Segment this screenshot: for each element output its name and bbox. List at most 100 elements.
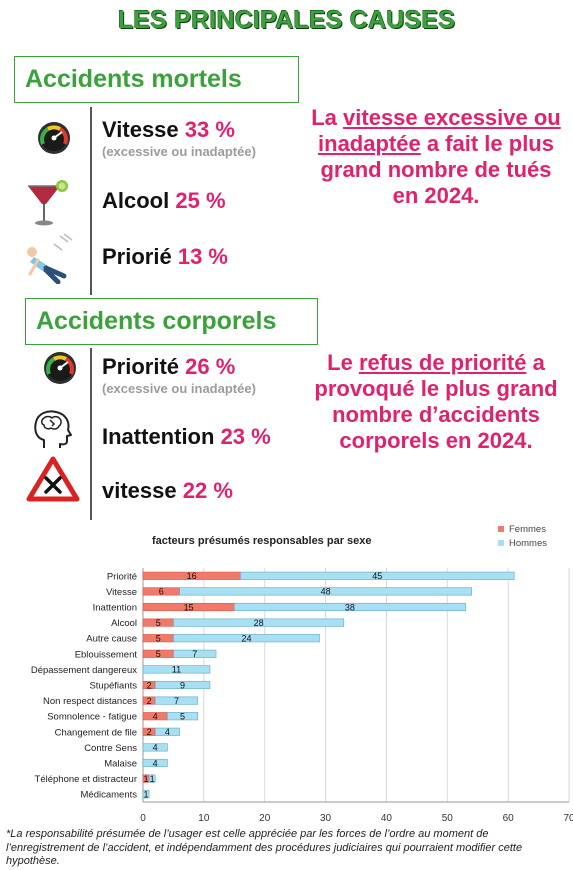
data-label: 5 [156, 634, 161, 644]
callout-text-post: a provoqué le plus grand nombre d’accide… [314, 350, 558, 453]
legend-swatch [498, 526, 504, 533]
data-label: 2 [147, 696, 152, 706]
bar-hommes [167, 712, 199, 721]
data-label: 24 [241, 634, 251, 644]
legend-item-hommes: Hommes [498, 538, 547, 549]
data-label: 4 [153, 712, 158, 722]
category-label: Dépassement dangereux [31, 665, 137, 676]
section-title-mortels: Accidents mortels [14, 56, 299, 103]
cause-subtitle: (excessive ou inadaptée) [102, 381, 256, 396]
data-label: 9 [180, 680, 185, 690]
warning-triangle-icon [26, 456, 80, 502]
legend-swatch [498, 540, 504, 547]
pedestrian-hit-icon [24, 232, 76, 284]
data-label: 6 [159, 587, 164, 597]
data-label: 4 [165, 727, 170, 737]
x-tick-label: 10 [198, 813, 210, 824]
data-label: 1 [144, 790, 149, 800]
data-label: 2 [147, 680, 152, 690]
data-label: 28 [254, 618, 264, 628]
x-tick-label: 60 [503, 813, 515, 824]
category-label: Autre cause [86, 634, 137, 645]
category-label: Priorité [107, 571, 137, 582]
category-label: Inattention [93, 603, 137, 614]
data-label: 15 [184, 602, 194, 612]
legend-label: Hommes [509, 538, 548, 549]
legend-item-femmes: Femmes [498, 524, 546, 535]
cause-percent: 25 % [175, 188, 226, 213]
category-label: Contre Sens [84, 743, 137, 754]
callout-corporels: Le refus de priorité a provoqué le plus … [305, 350, 567, 454]
data-label: 5 [156, 618, 161, 628]
cause-label: vitesse [102, 478, 177, 503]
x-tick-label: 50 [442, 813, 454, 824]
data-label: 16 [187, 571, 197, 581]
speedometer-icon [40, 350, 80, 386]
bar-hommes [142, 665, 211, 674]
cause-percent: 22 % [182, 478, 233, 503]
cause-inattention-corporels: Inattention 23 % [102, 424, 271, 450]
bar-hommes [142, 743, 168, 752]
bar-hommes [179, 587, 472, 596]
bar-hommes [154, 727, 180, 736]
callout-text-pre: La [311, 105, 344, 130]
bar-hommes [173, 618, 345, 627]
divider-line-mortels [90, 107, 92, 295]
cause-alcool-mortels: Alcool 25 % [102, 188, 226, 214]
category-label: Somnolence - fatigue [47, 712, 137, 723]
cause-label: Vitesse [102, 117, 179, 142]
distracted-head-icon [30, 408, 74, 450]
callout-mortels: La vitesse excessive ou inadaptée a fait… [305, 105, 567, 209]
callout-emphasis: refus de priorité [358, 350, 527, 375]
chart-title: facteurs présumés responsables par sexe [152, 535, 372, 547]
cause-percent: 26 % [185, 354, 236, 379]
cause-label: Priorité [102, 354, 180, 379]
category-label: Téléphone et distracteur [35, 774, 137, 785]
bar-hommes [154, 696, 199, 705]
data-label: 48 [321, 587, 331, 597]
bar-hommes [142, 790, 150, 799]
data-label: 5 [180, 712, 185, 722]
x-tick-label: 70 [563, 813, 573, 824]
bar-hommes [173, 634, 320, 643]
divider-line-corporels [90, 348, 92, 520]
cause-percent: 33 % [184, 117, 235, 142]
bar-hommes [154, 680, 211, 690]
footnote: *La responsabilité présumée de l’usager … [6, 828, 523, 867]
cause-priorite-corporels: Priorité 26 % [102, 354, 235, 380]
cause-label: Inattention [102, 424, 215, 449]
category-label: Malaise [104, 759, 137, 770]
bar-hommes [142, 758, 168, 768]
cocktail-glass-icon [24, 178, 72, 228]
data-label: 45 [372, 571, 382, 581]
cause-priorite-mortels: Priorié 13 % [102, 244, 228, 270]
category-label: Médicaments [81, 790, 138, 801]
data-label: 7 [174, 696, 179, 706]
page-title: LES PRINCIPALES CAUSES [117, 6, 456, 34]
x-tick-label: 30 [320, 813, 332, 824]
callout-text-post: a fait le plus grand nombre de tués en 2… [320, 131, 554, 208]
bar-hommes [148, 774, 156, 783]
cause-vitesse-corporels: vitesse 22 % [102, 478, 233, 504]
data-label: 1 [144, 774, 149, 784]
cause-percent: 13 % [177, 244, 228, 269]
bar-hommes [233, 602, 466, 612]
speedometer-icon [34, 120, 74, 156]
data-label: 4 [153, 758, 158, 768]
data-label: 2 [147, 727, 152, 737]
data-label: 5 [156, 649, 161, 659]
category-label: Alcool [111, 618, 137, 629]
legend-label: Femmes [509, 524, 546, 535]
cause-subtitle: (excessive ou inadaptée) [102, 144, 256, 159]
callout-emphasis: vitesse excessive ou inadaptée [318, 105, 561, 156]
section-title-corporels: Accidents corporels [25, 298, 318, 345]
cause-vitesse-mortels: Vitesse 33 % [102, 117, 235, 143]
data-label: 38 [345, 602, 355, 612]
data-label: 7 [192, 649, 197, 659]
category-label: Vitesse [106, 587, 137, 598]
data-label: 4 [153, 743, 158, 753]
category-label: Non respect distances [43, 696, 137, 707]
bar-hommes [240, 571, 515, 580]
category-label: Changement de file [55, 727, 137, 738]
